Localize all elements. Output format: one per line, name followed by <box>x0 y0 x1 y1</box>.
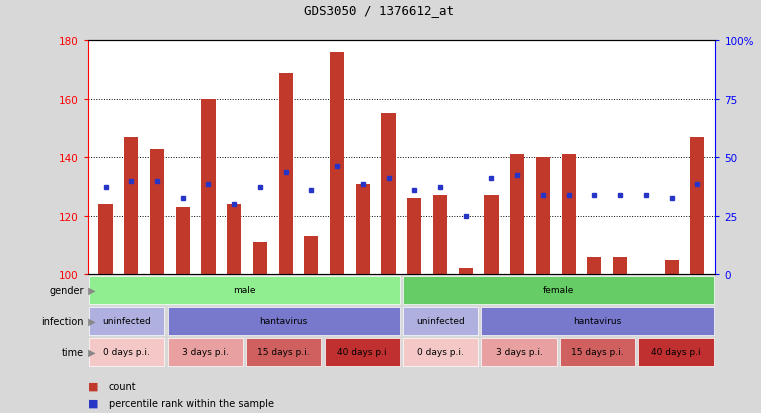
Text: 15 days p.i.: 15 days p.i. <box>572 348 624 356</box>
Text: hantavirus: hantavirus <box>260 317 308 325</box>
Text: gender: gender <box>49 285 84 295</box>
Text: ▶: ▶ <box>85 347 96 357</box>
Text: ▶: ▶ <box>85 316 96 326</box>
Bar <box>403 276 714 304</box>
Bar <box>324 338 400 366</box>
Bar <box>89 307 164 335</box>
Bar <box>89 276 400 304</box>
Bar <box>227 204 241 275</box>
Bar <box>407 199 422 275</box>
Text: ■: ■ <box>88 398 98 408</box>
Bar <box>246 338 321 366</box>
Text: male: male <box>233 286 256 294</box>
Bar <box>482 338 557 366</box>
Text: infection: infection <box>41 316 84 326</box>
Bar <box>167 338 243 366</box>
Text: GDS3050 / 1376612_at: GDS3050 / 1376612_at <box>304 4 454 17</box>
Bar <box>562 155 576 275</box>
Bar <box>167 307 400 335</box>
Bar <box>304 237 318 275</box>
Bar <box>124 138 139 275</box>
Bar <box>664 260 679 275</box>
Bar <box>560 338 635 366</box>
Text: uninfected: uninfected <box>416 317 465 325</box>
Text: hantavirus: hantavirus <box>574 317 622 325</box>
Text: 0 days p.i.: 0 days p.i. <box>417 348 464 356</box>
Bar <box>176 208 189 275</box>
Text: percentile rank within the sample: percentile rank within the sample <box>109 398 274 408</box>
Text: time: time <box>62 347 84 357</box>
Text: ▶: ▶ <box>85 285 96 295</box>
Bar <box>150 149 164 275</box>
Bar <box>355 184 370 275</box>
Bar <box>433 196 447 275</box>
Bar <box>403 338 479 366</box>
Bar <box>202 100 215 275</box>
Bar <box>482 307 714 335</box>
Bar <box>459 269 473 275</box>
Text: count: count <box>109 381 136 391</box>
Bar <box>638 338 714 366</box>
Bar <box>98 204 113 275</box>
Text: 40 days p.i: 40 days p.i <box>337 348 387 356</box>
Bar <box>485 196 498 275</box>
Bar <box>381 114 396 275</box>
Text: 3 days p.i.: 3 days p.i. <box>495 348 543 356</box>
Bar <box>403 307 479 335</box>
Bar <box>510 155 524 275</box>
Bar <box>587 257 601 275</box>
Text: female: female <box>543 286 574 294</box>
Bar <box>253 242 267 275</box>
Bar <box>536 158 550 275</box>
Bar <box>690 138 705 275</box>
Text: 40 days p.i: 40 days p.i <box>651 348 701 356</box>
Text: 3 days p.i.: 3 days p.i. <box>182 348 228 356</box>
Text: 15 days p.i.: 15 days p.i. <box>257 348 310 356</box>
Text: 0 days p.i.: 0 days p.i. <box>103 348 150 356</box>
Text: ■: ■ <box>88 381 98 391</box>
Bar <box>89 338 164 366</box>
Text: uninfected: uninfected <box>103 317 151 325</box>
Bar <box>279 74 293 275</box>
Bar <box>613 257 627 275</box>
Bar <box>330 53 344 275</box>
